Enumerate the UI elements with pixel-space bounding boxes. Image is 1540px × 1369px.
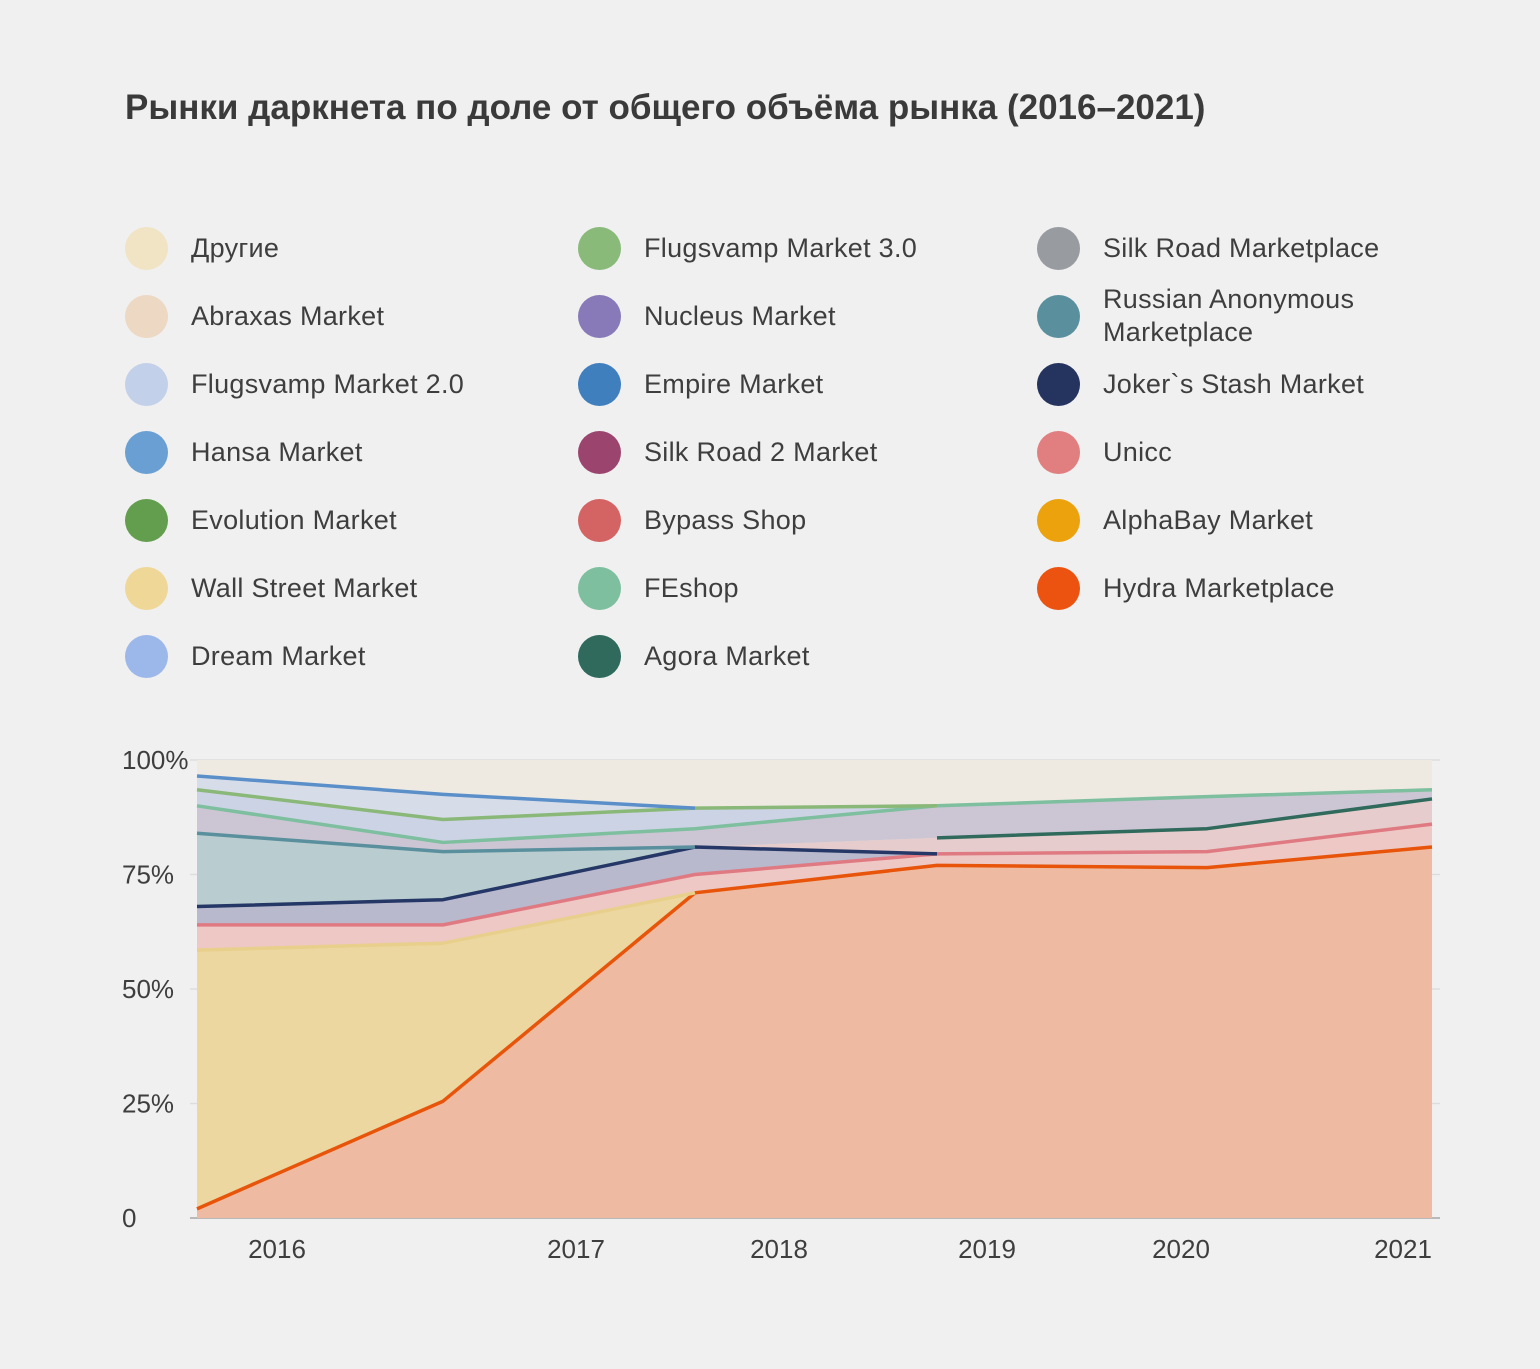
line-hansa-market (196, 774, 696, 810)
legend-label: Evolution Market (191, 504, 397, 535)
x-tick-label: 2020 (1152, 1234, 1210, 1264)
legend-swatch (125, 566, 168, 610)
legend-label: Joker`s Stash Market (1103, 368, 1365, 399)
x-tick-label: 2018 (750, 1234, 808, 1264)
legend-label: Bypass Shop (644, 504, 807, 535)
area-feshop (197, 789, 1432, 852)
legend-item: Hansa Market (125, 418, 578, 486)
series-areas (197, 760, 1432, 1218)
legend-swatch (1037, 226, 1080, 270)
legend-swatch (578, 362, 621, 406)
x-tick-label: 2016 (248, 1234, 306, 1264)
legend-label: Empire Market (644, 368, 824, 399)
chart-plot: 0 25% 50% 75% 100% 2016 2017 2018 2019 2020 2021 (122, 745, 1440, 1264)
legend-item: Silk Road 2 Market (578, 418, 1037, 486)
area-unicc (197, 824, 1432, 951)
legend-item: Dream Market (125, 622, 578, 690)
legend-swatch (1037, 362, 1080, 406)
x-tick-label: 2021 (1374, 1234, 1432, 1264)
y-tick-label: 50% (122, 974, 174, 1004)
legend-swatch (1037, 566, 1080, 610)
legend-item: Bypass Shop (578, 486, 1037, 554)
legend-swatch (1037, 498, 1080, 542)
legend-item: AlphaBay Market (1037, 486, 1457, 554)
legend-swatch (125, 498, 168, 542)
legend-label: FEshop (644, 572, 739, 603)
legend-swatch (578, 430, 621, 474)
legend-item: Silk Road Marketplace (1037, 214, 1457, 282)
legend-label: Flugsvamp Market 2.0 (191, 368, 465, 399)
legend-item: Другие (125, 214, 578, 282)
line-agora-market (936, 797, 1433, 840)
line-wall-street-market (196, 891, 696, 952)
legend-item: Agora Market (578, 622, 1037, 690)
legend-swatch (578, 294, 621, 338)
legend-item: Empire Market (578, 350, 1037, 418)
area-wall-street-market (197, 847, 1432, 1209)
legend-item: Russian Anonymous Marketplace (1037, 282, 1457, 350)
legend-item: Nucleus Market (578, 282, 1037, 350)
legend-label: Agora Market (644, 640, 810, 671)
legend-item: Abraxas Market (125, 282, 578, 350)
legend-label: Hydra Marketplace (1103, 572, 1335, 603)
legend-swatch (1037, 430, 1080, 474)
legend-label: Silk Road Marketplace (1103, 232, 1380, 263)
line-hydra-marketplace (196, 845, 1433, 1211)
line-joker-s-stash-market (196, 845, 938, 909)
legend-label: Hansa Market (191, 436, 363, 467)
legend-swatch (578, 566, 621, 610)
legend-item: Wall Street Market (125, 554, 578, 622)
legend-label: Wall Street Market (191, 572, 418, 603)
legend: Другие Abraxas Market Flugsvamp Market 2.0… (125, 214, 1465, 694)
y-axis-ticks: 0 25% 50% 75% 100% (122, 745, 189, 1233)
legend-swatch (578, 634, 621, 678)
legend-item: Joker`s Stash Market (1037, 350, 1457, 418)
line-feshop (196, 788, 1433, 845)
legend-swatch (125, 634, 168, 678)
line-russian-anonymous-marketplace (196, 831, 696, 854)
legend-label: Dream Market (191, 640, 366, 671)
area-hansa-market (197, 776, 1432, 820)
legend-label: Abraxas Market (191, 300, 385, 331)
x-tick-label: 2017 (547, 1234, 605, 1264)
x-axis-ticks: 2016 2017 2018 2019 2020 2021 (248, 1234, 1432, 1264)
legend-swatch (125, 362, 168, 406)
legend-label: Russian Anonymous Marketplace (1103, 284, 1355, 347)
y-tick-label: 0 (122, 1203, 136, 1233)
line-unicc (197, 822, 1433, 927)
legend-label: Silk Road 2 Market (644, 436, 878, 467)
legend-label: AlphaBay Market (1103, 504, 1314, 535)
legend-label: Flugsvamp Market 3.0 (644, 232, 918, 263)
area-hydra-marketplace (197, 847, 1432, 1218)
legend-item: Flugsvamp Market 2.0 (125, 350, 578, 418)
area-agora-market (197, 798, 1432, 854)
legend-swatch (125, 430, 168, 474)
legend-label: Nucleus Market (644, 300, 836, 331)
series-lines (196, 774, 1433, 1211)
x-tick-label: 2019 (958, 1234, 1016, 1264)
legend-label: Другие (191, 232, 280, 263)
legend-swatch (578, 226, 621, 270)
chart-title: Рынки даркнета по доле от общего объёма … (125, 88, 1206, 127)
legend-swatch (125, 226, 168, 270)
line-flugsvamp-market-3-0 (196, 788, 938, 822)
legend-swatch (578, 498, 621, 542)
legend-item: Flugsvamp Market 3.0 (578, 214, 1037, 282)
y-tick-label: 100% (122, 745, 189, 775)
area-joker-s-stash-market (197, 824, 1432, 925)
y-tick-label: 75% (122, 860, 174, 890)
legend-swatch (1037, 294, 1080, 338)
legend-item: Unicc (1037, 418, 1457, 486)
legend-item: Hydra Marketplace (1037, 554, 1457, 622)
legend-item: Evolution Market (125, 486, 578, 554)
legend-item: FEshop (578, 554, 1037, 622)
y-tick-label: 25% (122, 1089, 174, 1119)
legend-swatch (125, 294, 168, 338)
legend-label: Unicc (1103, 436, 1173, 467)
